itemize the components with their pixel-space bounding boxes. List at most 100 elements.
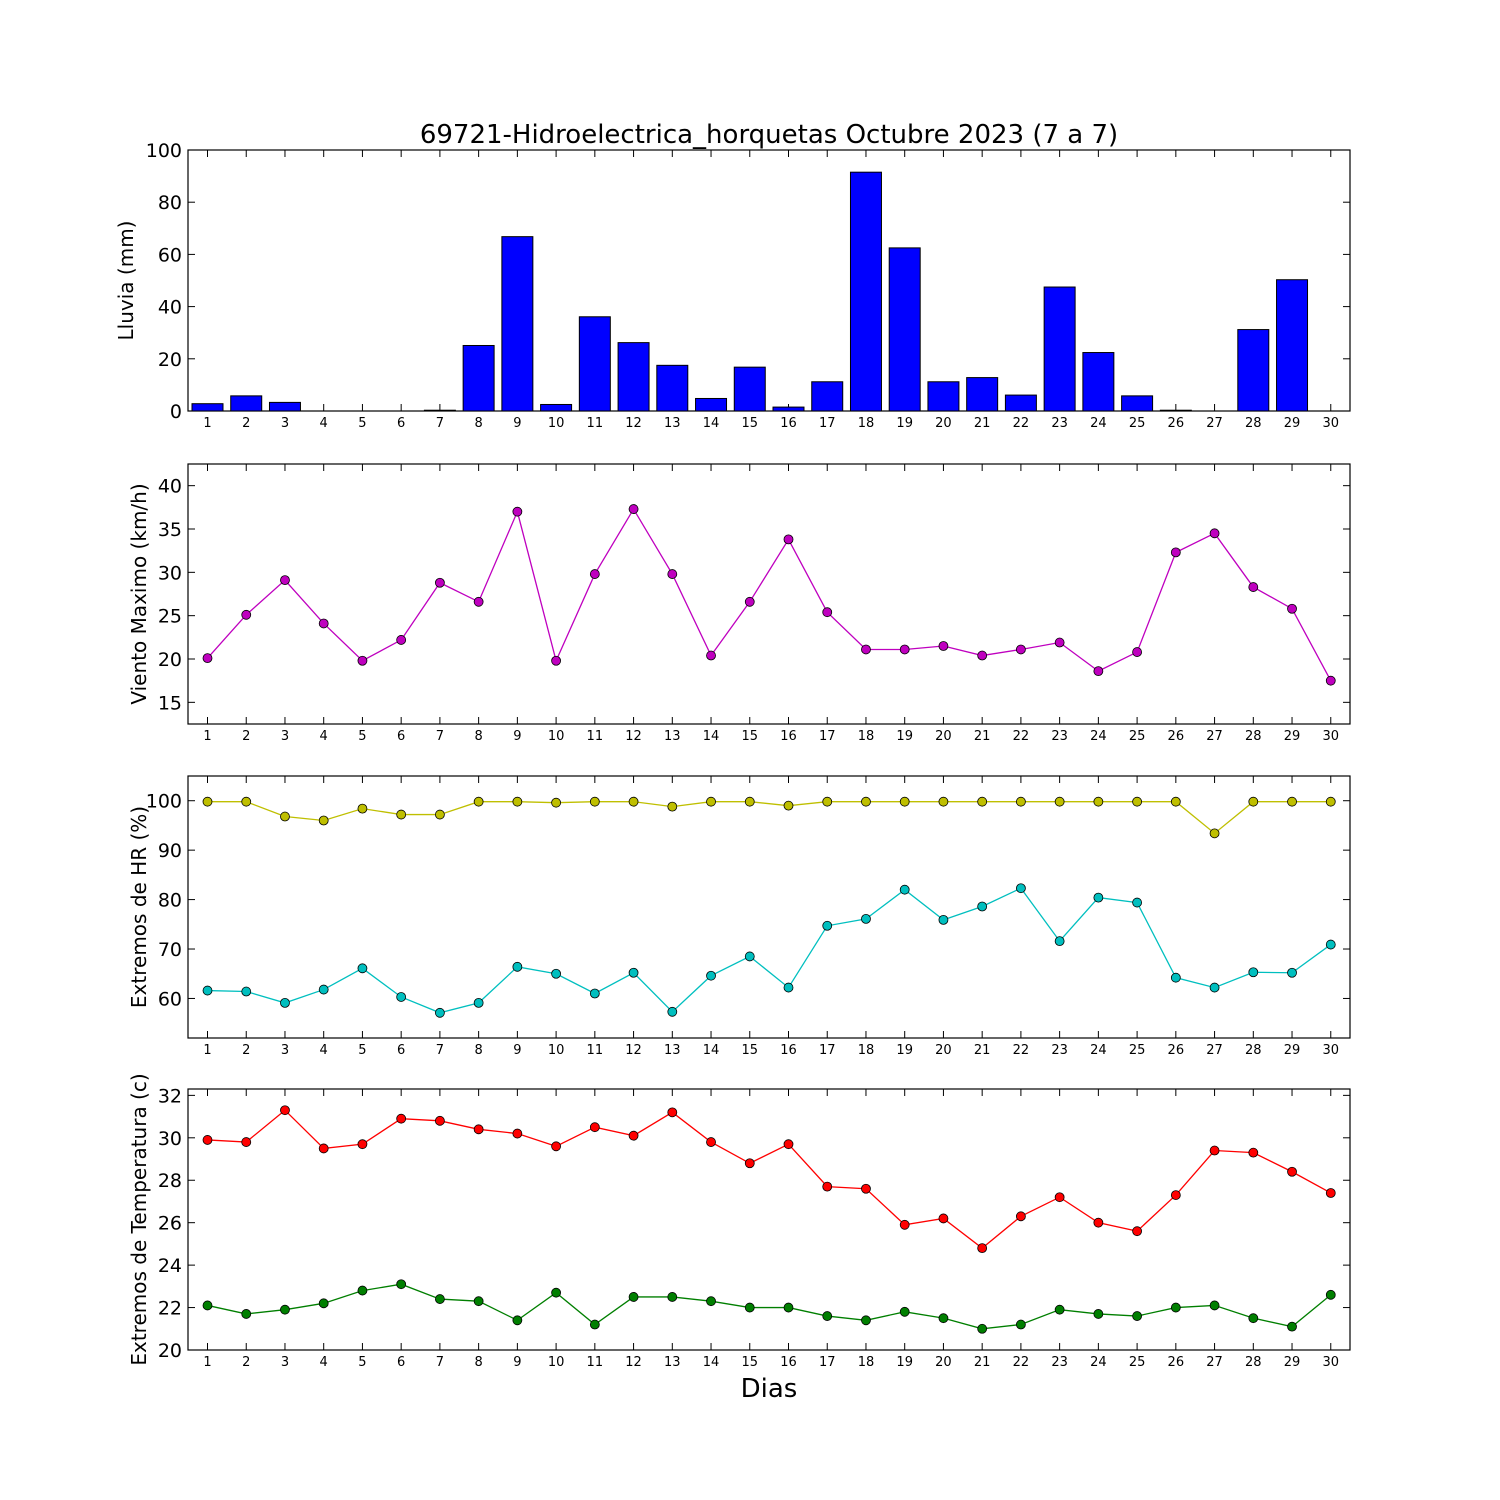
data-point — [861, 1315, 871, 1326]
bar — [578, 316, 611, 412]
x-tick-label: 23 — [1051, 416, 1068, 431]
data-point — [1016, 644, 1026, 655]
x-tick-label: 25 — [1129, 729, 1146, 744]
x-tick-label: 6 — [397, 1043, 405, 1058]
data-point — [1325, 1289, 1336, 1300]
x-tick-label: 17 — [819, 729, 836, 744]
x-tick-label: 28 — [1245, 1043, 1262, 1058]
data-point — [667, 1292, 678, 1302]
data-point — [706, 970, 716, 981]
bar — [1159, 409, 1192, 412]
x-tick-label: 22 — [1013, 729, 1030, 744]
y-tick-label: 22 — [158, 1298, 182, 1320]
y-tick-label: 20 — [158, 349, 182, 371]
x-tick-label: 12 — [625, 416, 642, 431]
data-point — [1132, 897, 1142, 908]
data-point — [1209, 1145, 1220, 1156]
data-point — [744, 951, 755, 962]
data-point — [1016, 883, 1026, 894]
bar — [540, 403, 573, 412]
data-point — [357, 655, 368, 666]
data-point — [1209, 828, 1220, 839]
x-tick-label: 26 — [1168, 1043, 1185, 1058]
x-tick-label: 15 — [741, 1355, 758, 1370]
y-tick-label: 40 — [158, 297, 182, 319]
x-tick-label: 26 — [1168, 1355, 1185, 1370]
x-tick-label: 5 — [358, 1043, 366, 1058]
data-point — [706, 650, 716, 661]
bar — [695, 397, 728, 412]
x-tick-label: 5 — [358, 416, 366, 431]
data-point — [1325, 939, 1336, 950]
data-point — [667, 569, 678, 579]
x-tick-label: 20 — [935, 729, 952, 744]
x-tick-label: 7 — [436, 729, 444, 744]
data-point — [667, 1006, 678, 1017]
x-tick-label: 4 — [320, 1355, 328, 1370]
data-point — [1132, 647, 1142, 657]
bar — [811, 381, 844, 412]
data-point — [822, 1181, 833, 1192]
x-tick-label: 12 — [625, 729, 642, 744]
x-tick-label: 18 — [858, 1043, 875, 1058]
data-point — [744, 596, 755, 607]
x-tick-label: 22 — [1013, 1355, 1030, 1370]
x-tick-label: 23 — [1051, 1043, 1068, 1058]
data-point — [473, 796, 484, 807]
data-point — [512, 961, 523, 972]
bar — [462, 344, 495, 412]
data-point — [899, 1306, 910, 1317]
data-point — [1016, 1319, 1026, 1330]
bar — [1276, 279, 1309, 412]
x-tick-label: 3 — [281, 1043, 289, 1058]
x-tick-label: 14 — [703, 729, 720, 744]
x-tick-label: 6 — [397, 1355, 405, 1370]
data-point — [899, 644, 910, 655]
data-point — [1170, 547, 1181, 558]
x-tick-label: 24 — [1090, 416, 1107, 431]
data-point — [1287, 1166, 1297, 1177]
x-tick-label: 29 — [1284, 1355, 1301, 1370]
data-point — [861, 796, 871, 807]
x-tick-label: 10 — [548, 416, 565, 431]
data-point — [1132, 1311, 1142, 1321]
x-tick-label: 26 — [1168, 416, 1185, 431]
data-point — [822, 607, 833, 618]
x-tick-label: 3 — [281, 416, 289, 431]
x-tick-label: 20 — [935, 416, 952, 431]
data-point — [628, 796, 639, 807]
data-point — [977, 1323, 988, 1334]
x-tick-label: 27 — [1206, 729, 1223, 744]
x-tick-label: 24 — [1090, 729, 1107, 744]
data-point — [1248, 1313, 1259, 1324]
data-point — [589, 1319, 600, 1330]
data-point — [1132, 1226, 1142, 1237]
data-point — [434, 577, 445, 588]
x-tick-label: 25 — [1129, 416, 1146, 431]
data-point — [628, 1130, 639, 1141]
x-axis-label: Dias — [741, 1374, 798, 1404]
series-line — [207, 1283, 1332, 1330]
data-point — [512, 1128, 523, 1139]
x-tick-label: 1 — [203, 416, 211, 431]
bar — [501, 236, 534, 412]
data-point — [1054, 1192, 1065, 1203]
data-point — [1093, 666, 1104, 677]
x-tick-label: 1 — [203, 729, 211, 744]
data-point — [1054, 1304, 1065, 1315]
x-tick-label: 11 — [587, 1355, 604, 1370]
x-tick-label: 17 — [819, 1355, 836, 1370]
data-point — [977, 901, 988, 912]
data-point — [1170, 1302, 1181, 1313]
data-point — [241, 1137, 252, 1147]
plot-frame — [187, 149, 1351, 412]
data-point — [744, 1302, 755, 1313]
data-point — [589, 988, 600, 999]
y-tick-label: 20 — [158, 649, 182, 671]
data-point — [1248, 582, 1259, 592]
data-point — [706, 1296, 716, 1307]
bar — [423, 409, 456, 412]
x-tick-label: 12 — [625, 1043, 642, 1058]
y-tick-label: 25 — [158, 606, 182, 628]
